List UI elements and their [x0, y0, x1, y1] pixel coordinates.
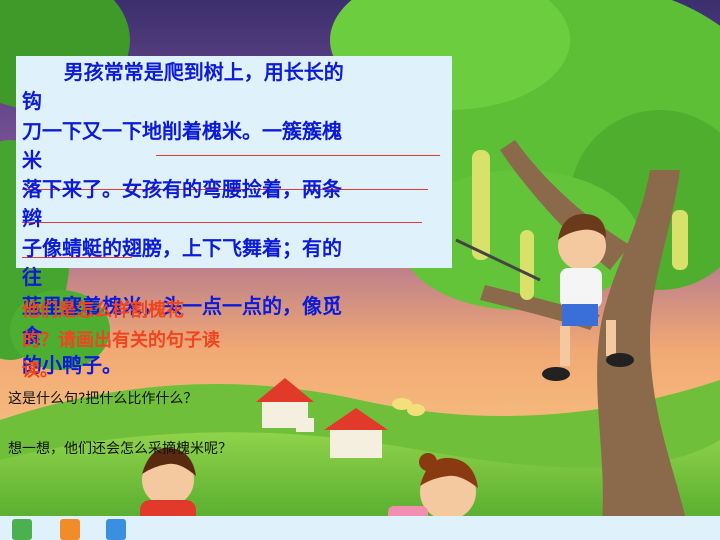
house-illustration	[256, 378, 388, 458]
passage-line: 落下来了。女孩有的弯腰捡着，两条	[22, 177, 342, 202]
prompt-simile-question: 这是什么句?把什么比作什么？	[8, 391, 198, 407]
passage-line: 辫	[22, 206, 42, 231]
passage-line: 食	[22, 323, 42, 348]
butterfly-illustration	[392, 398, 425, 416]
passage-line: 刀一下又一下地削着槐米。一簇簇槐	[22, 118, 342, 143]
book-icon[interactable]	[60, 519, 80, 540]
passage-text: 男孩常常是爬到树上，用长长的 钩 刀一下又一下地削着槐米。一簇簇槐 米 落下来了…	[22, 58, 412, 380]
passage-box	[16, 56, 452, 268]
passage-line: 钩	[22, 89, 42, 114]
pencil-icon[interactable]	[106, 519, 126, 540]
underline-4	[22, 257, 132, 258]
underline-1	[156, 155, 440, 156]
underline-3	[22, 222, 422, 223]
boy-illustration	[455, 214, 634, 381]
passage-line: 往	[22, 265, 42, 290]
backpack-icon[interactable]	[12, 519, 32, 540]
passage-line: 蓝里塞着槐米，头一点一点的，像觅	[22, 294, 342, 319]
passage-line: 男孩常常是爬到树上，用长长的	[22, 60, 344, 84]
underline-2	[22, 189, 428, 190]
passage-line: 米	[22, 147, 42, 172]
prompt-think-question: 想一想，他们还会怎么采摘槐米呢？	[8, 441, 232, 457]
passage-line: 的小鸭子。	[22, 352, 122, 377]
question-text: 他们是怎么样割槐花 的？请画出有关的句子读 读。	[22, 300, 220, 381]
passage-line: 子像蜻蜓的翅膀，上下飞舞着；有的	[22, 235, 342, 260]
